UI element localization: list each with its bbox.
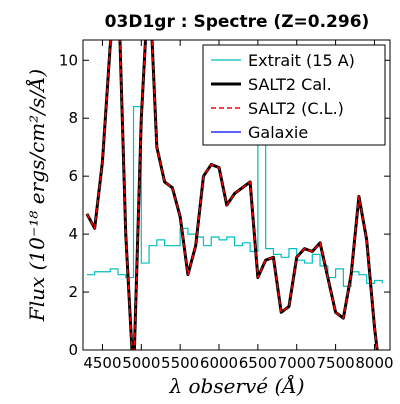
x-tick-label: 5000: [122, 354, 160, 372]
x-tick-label: 5500: [161, 354, 199, 372]
x-tick-label: 4500: [83, 354, 121, 372]
y-axis-label: Flux (10⁻¹⁸ ergs/cm²/s/Å): [24, 69, 49, 322]
plot-area: [85, 40, 383, 350]
y-tick-label: 6: [68, 167, 78, 185]
y-tick-label: 0: [68, 341, 78, 359]
y-tick-label: 4: [68, 225, 78, 243]
y-tick-label: 2: [68, 283, 78, 301]
y-tick-label: 8: [68, 109, 78, 127]
x-tick-label: 6000: [200, 354, 238, 372]
legend-box: [202, 44, 386, 146]
x-tick-label: 7500: [317, 354, 355, 372]
legend-label: Extrait (15 A): [248, 51, 355, 70]
x-tick-label: 6500: [239, 354, 277, 372]
x-axis-label: λ observé (Å): [168, 373, 304, 398]
series-line: [86, 40, 378, 350]
x-tick-label: 7000: [278, 354, 316, 372]
legend-label: SALT2 Cal.: [248, 75, 332, 94]
chart-title: 03D1gr : Spectre (Z=0.296): [105, 12, 370, 32]
y-tick-label: 10: [59, 51, 78, 69]
legend-label: SALT2 (C.L.): [248, 99, 344, 118]
legend-label: Galaxie: [248, 123, 308, 142]
x-tick-label: 8000: [355, 354, 393, 372]
axes-frame: [82, 39, 391, 351]
